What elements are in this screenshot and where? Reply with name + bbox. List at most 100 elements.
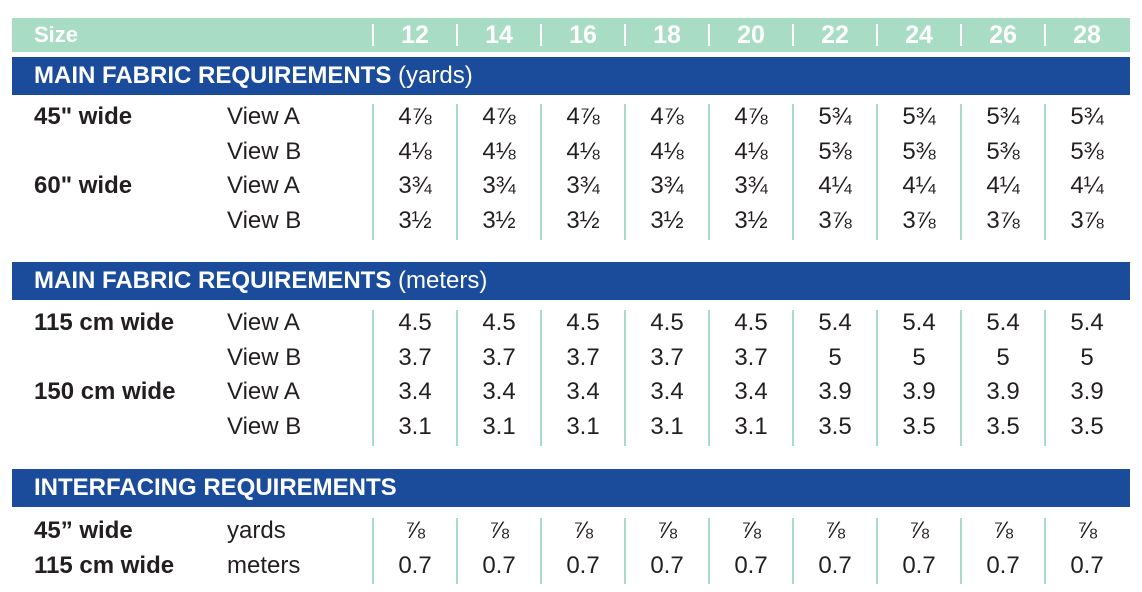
table-cell: ⅞ [572,517,593,544]
table-cell: 5¾ [818,103,852,130]
column-divider [456,518,458,584]
interfacing-table: 45” wide yards ⅞ ⅞ ⅞ ⅞ ⅞ ⅞ ⅞ ⅞ ⅞ 115 cm wide meters 0… [12,516,1130,586]
table-cell: 3.4 [650,378,684,405]
table-cell: 3.1 [650,412,684,440]
table-row: View B 3.7 3.7 3.7 3.7 3.7 5 5 5 5 [12,343,1130,377]
size-24: 24 [905,21,933,49]
column-divider [960,310,962,446]
table-cell: 4¼ [986,172,1020,199]
table-cell: ⅞ [404,517,425,544]
table-cell: 4⅛ [650,137,684,165]
table-cell: 4⅛ [734,137,768,165]
table-cell: 3¾ [734,172,768,199]
table-cell: 4¼ [818,172,852,199]
size-14: 14 [485,21,513,49]
size-label: Size [34,22,79,47]
table-cell: 4⅛ [482,137,516,165]
table-cell: 5.4 [1070,309,1104,336]
table-cell: 4⅛ [566,137,600,165]
table-cell: 3.4 [566,378,600,405]
column-divider [792,310,794,446]
table-cell: 5 [1080,343,1094,371]
column-divider [372,518,374,584]
table-cell: 5.4 [902,309,936,336]
table-cell: 0.7 [398,551,432,579]
size-28: 28 [1073,21,1101,49]
header-divider [540,24,542,46]
table-cell: 5¾ [986,103,1020,130]
table-cell: 3.4 [398,378,432,405]
view-label: View B [227,412,302,440]
table-cell: 4.5 [650,309,684,336]
column-divider [708,104,710,240]
header-divider [372,24,374,46]
table-cell: ⅞ [908,517,929,544]
table-cell: ⅞ [824,517,845,544]
table-cell: 4⅞ [734,103,768,130]
table-cell: 4.5 [482,309,516,336]
column-divider [624,310,626,446]
width-label: 115 cm wide [34,551,175,579]
table-cell: 4¼ [902,172,936,199]
header-divider [960,24,962,46]
table-cell: 3.7 [566,343,600,371]
table-cell: 3.5 [1070,412,1104,440]
table-cell: 3½ [398,206,432,234]
table-cell: 0.7 [734,551,768,579]
section-title: MAIN FABRIC REQUIREMENTS (yards) [34,62,473,89]
table-cell: ⅞ [1076,517,1097,544]
table-cell: 4⅞ [398,103,432,130]
table-cell: 5 [912,343,926,371]
yards-table: 45" wide View A 4⅞ 4⅞ 4⅞ 4⅞ 4⅞ 5¾ 5¾ 5¾ 5¾ View B 4⅛… [12,102,1130,242]
column-divider [708,518,710,584]
section-band-meters: MAIN FABRIC REQUIREMENTS (meters) [12,262,1130,300]
header-divider [1044,24,1046,46]
table-cell: 3.9 [986,378,1020,405]
column-divider [960,518,962,584]
header-divider [876,24,878,46]
column-divider [1044,310,1046,446]
view-label: meters [227,551,301,579]
table-cell: 3.1 [398,412,432,440]
table-cell: 4⅛ [398,137,432,165]
column-divider [456,310,458,446]
column-divider [876,518,878,584]
table-cell: 3.7 [398,343,432,371]
table-cell: 3¾ [566,172,600,199]
column-divider [540,518,542,584]
table-cell: 0.7 [986,551,1020,579]
table-cell: 3⅞ [818,206,852,234]
width-label: 115 cm wide [34,309,175,336]
table-cell: 4.5 [566,309,600,336]
table-row: View B 4⅛ 4⅛ 4⅛ 4⅛ 4⅛ 5⅜ 5⅜ 5⅜ 5⅜ [12,137,1130,171]
table-cell: 4⅞ [482,103,516,130]
table-cell: 3.4 [734,378,768,405]
table-cell: 5 [996,343,1010,371]
column-divider [960,104,962,240]
table-cell: 0.7 [482,551,516,579]
table-cell: 3¾ [650,172,684,199]
size-20: 20 [737,21,765,49]
table-row: 60" wide View A 3¾ 3¾ 3¾ 3¾ 3¾ 4¼ 4¼ 4¼ 4¼ [12,171,1130,205]
header-divider [456,24,458,46]
section-band-yards: MAIN FABRIC REQUIREMENTS (yards) [12,57,1130,95]
table-cell: ⅞ [656,517,677,544]
column-divider [792,104,794,240]
width-label: 45” wide [34,517,133,544]
table-cell: 3.5 [818,412,852,440]
view-label: yards [227,517,286,544]
table-cell: 0.7 [902,551,936,579]
size-header-row: Size 12 14 16 18 20 22 24 26 28 [12,18,1130,52]
table-cell: 3.9 [818,378,852,405]
table-cell: 5.4 [818,309,852,336]
view-label: View A [227,309,300,336]
table-cell: ⅞ [488,517,509,544]
table-cell: 3.7 [482,343,516,371]
table-row: 45" wide View A 4⅞ 4⅞ 4⅞ 4⅞ 4⅞ 5¾ 5¾ 5¾ 5¾ [12,102,1130,136]
width-label: 150 cm wide [34,378,176,405]
table-cell: 3.5 [902,412,936,440]
table-cell: 5 [828,343,842,371]
table-cell: 3.7 [734,343,768,371]
column-divider [1044,104,1046,240]
section-band-interfacing: INTERFACING REQUIREMENTS [12,469,1130,507]
